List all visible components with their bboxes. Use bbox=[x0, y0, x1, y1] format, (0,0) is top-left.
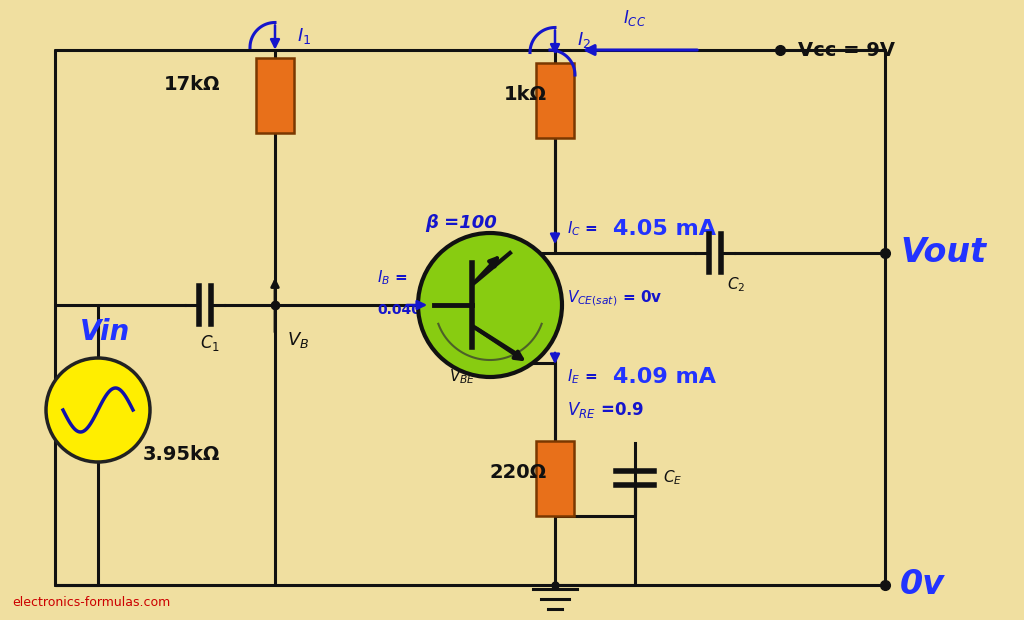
Text: 220Ω: 220Ω bbox=[489, 464, 547, 482]
Circle shape bbox=[418, 233, 562, 377]
Text: $C_1$: $C_1$ bbox=[200, 333, 220, 353]
Text: $V_B$: $V_B$ bbox=[287, 330, 309, 350]
Bar bbox=[536, 63, 574, 138]
Text: β =100: β =100 bbox=[425, 214, 497, 232]
Text: $C_E$: $C_E$ bbox=[663, 469, 682, 487]
Text: $I_E$ =: $I_E$ = bbox=[567, 368, 597, 386]
Bar bbox=[256, 58, 294, 133]
Text: $V_{CE(sat)}$ = 0v: $V_{CE(sat)}$ = 0v bbox=[567, 288, 663, 308]
Text: 4.05 mA: 4.05 mA bbox=[613, 219, 716, 239]
Text: $I_C$ =: $I_C$ = bbox=[567, 219, 598, 238]
Text: 0.0405mA: 0.0405mA bbox=[377, 303, 456, 317]
Text: Vin: Vin bbox=[80, 318, 130, 346]
Text: 17kΩ: 17kΩ bbox=[164, 76, 220, 94]
Text: Vcc = 9V: Vcc = 9V bbox=[798, 40, 895, 60]
Text: $I_1$: $I_1$ bbox=[297, 25, 311, 45]
Text: 3.95kΩ: 3.95kΩ bbox=[142, 446, 220, 464]
Text: 4.09 mA: 4.09 mA bbox=[613, 367, 716, 387]
Text: $V_{BE}$: $V_{BE}$ bbox=[449, 368, 475, 386]
Text: $I_2$: $I_2$ bbox=[577, 30, 591, 50]
Text: $V_{RE}$ =0.9: $V_{RE}$ =0.9 bbox=[567, 400, 644, 420]
Text: $I_{CC}$: $I_{CC}$ bbox=[624, 8, 646, 28]
Text: $C_2$: $C_2$ bbox=[727, 275, 745, 294]
Bar bbox=[536, 440, 574, 515]
Text: $I_B$ =: $I_B$ = bbox=[377, 268, 408, 287]
Text: Vout: Vout bbox=[900, 236, 986, 270]
Text: electronics-formulas.com: electronics-formulas.com bbox=[12, 596, 171, 609]
Text: 1kΩ: 1kΩ bbox=[504, 86, 547, 105]
Circle shape bbox=[46, 358, 150, 462]
Text: 0v: 0v bbox=[900, 569, 945, 601]
